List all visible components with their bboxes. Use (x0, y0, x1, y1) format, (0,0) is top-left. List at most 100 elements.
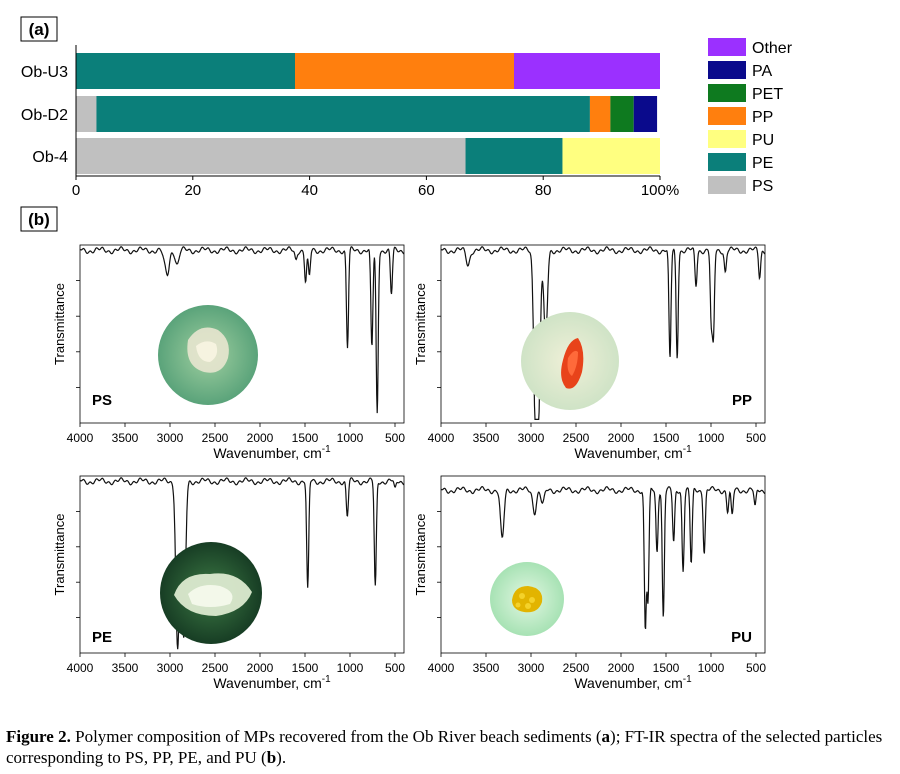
bar-ob-u3-pe (76, 53, 295, 89)
bar-ob-d2-pe (96, 96, 590, 132)
legend-swatch-pe (708, 153, 746, 171)
x-tick-label: 2000 (247, 431, 274, 445)
polymer-label-pe: PE (92, 629, 112, 646)
legend-label-pet: PET (752, 86, 783, 103)
legend-label-ps: PS (752, 178, 773, 195)
spectrum-line-ps (79, 246, 405, 414)
caption-label: Figure 2. (6, 727, 71, 746)
bar-ob-d2-ps (76, 96, 97, 132)
x-tick-label: 500 (385, 661, 405, 675)
x-tick-label: 3000 (518, 661, 545, 675)
x-tick-label: 2000 (608, 431, 635, 445)
x-tick-label: 3500 (112, 661, 139, 675)
x-axis-title: Wavenumber, cm-1 (213, 444, 331, 461)
legend-swatch-ps (708, 176, 746, 194)
legend-label-other: Other (752, 40, 793, 57)
figure-caption: Figure 2. Polymer composition of MPs rec… (6, 726, 894, 768)
plot-frame (79, 244, 405, 424)
x-tick-label: 80 (535, 182, 552, 199)
polymer-label-pu: PU (731, 629, 752, 646)
chart-legend: Other PA PET PP PU PE PS (708, 38, 793, 195)
x-tick-label: 40 (301, 182, 318, 199)
x-tick-label: 4000 (67, 431, 94, 445)
x-tick-label: 2500 (563, 431, 590, 445)
x-tick-label: 1500 (292, 431, 319, 445)
x-tick-label: 2000 (247, 661, 274, 675)
x-tick-label: 3000 (157, 431, 184, 445)
bar-ob-4-pu (562, 138, 660, 174)
x-tick-label: 4000 (67, 661, 94, 675)
category-label: Ob-U3 (21, 64, 68, 81)
legend-swatch-other (708, 38, 746, 56)
panel-a-label-box (20, 16, 58, 42)
plot-frame (440, 244, 766, 424)
spectrum-pe-panel: 4000 3500 3000 2500 2000 1500 1000 500 Wavenumbe… (52, 475, 405, 691)
panel-a-label: (a) (29, 20, 50, 39)
pu-particle-photo (490, 562, 564, 636)
x-tick-label: 60 (418, 182, 435, 199)
spectrum-ps-panel: 4000 3500 3000 2500 2000 1500 1000 500 Wavenumbe… (52, 244, 405, 461)
x-tick-label: 4000 (428, 661, 455, 675)
category-label: Ob-D2 (21, 107, 68, 124)
caption-text-2: ); FT-IR spectra of the selected particl… (6, 727, 883, 767)
bar-ob-4-pe (465, 138, 563, 174)
x-tick-label: 0 (72, 182, 80, 199)
legend-label-pe: PE (752, 155, 773, 172)
spectrum-line-pp (440, 246, 766, 420)
pe-particle-photo (160, 542, 262, 644)
x-tick-label: 3500 (473, 661, 500, 675)
x-tick-label: 2000 (608, 661, 635, 675)
bar-ob-u3-other (514, 53, 660, 89)
panel-b-label: (b) (28, 210, 50, 229)
x-tick-label: 500 (385, 431, 405, 445)
x-tick-label: 2500 (563, 661, 590, 675)
caption-text-3: ). (276, 748, 287, 767)
x-axis-title: Wavenumber, cm-1 (574, 444, 692, 461)
plot-frame (440, 475, 766, 654)
legend-label-pp: PP (752, 109, 773, 126)
x-tick-label: 1000 (337, 431, 364, 445)
spectrum-line-pu (440, 485, 766, 629)
x-tick-label: 20 (184, 182, 201, 199)
legend-swatch-pet (708, 84, 746, 102)
bar-ob-d2-pa (633, 96, 658, 132)
caption-ref-b: b (266, 748, 277, 767)
panel-b-label-box (20, 206, 58, 232)
x-tick-label: 1500 (653, 661, 680, 675)
ps-particle-photo (158, 305, 258, 405)
caption-ref-a: a (601, 727, 611, 746)
x-tick-label: 3500 (112, 431, 139, 445)
x-tick-label: 3000 (518, 431, 545, 445)
spectrum-pu-panel: 4000 3500 3000 2500 2000 1500 1000 500 Wavenumbe… (413, 475, 766, 691)
legend-swatch-pa (708, 61, 746, 79)
polymer-label-pp: PP (732, 392, 752, 409)
x-tick-label: 3000 (157, 661, 184, 675)
y-axis-title: Transmittance (52, 283, 67, 365)
stacked-bar-chart: Ob-U3 Ob-D2 Ob-40 20 40 60 80 100% (21, 45, 679, 199)
polymer-label-ps: PS (92, 392, 112, 409)
caption-text-1: Polymer composition of MPs recovered fro… (70, 727, 602, 746)
spectrum-pp-panel: 4000 3500 3000 2500 2000 1500 1000 500 Wavenumbe… (413, 244, 766, 461)
x-tick-label: 2500 (202, 431, 229, 445)
x-tick-label: 1500 (653, 431, 680, 445)
bar-ob-d2-pp (589, 96, 611, 132)
y-axis-title: Transmittance (52, 514, 67, 596)
x-tick-label: 3500 (473, 431, 500, 445)
bar-ob-4-ps (76, 138, 466, 174)
bar-ob-d2-pet (610, 96, 634, 132)
x-tick-label: 1000 (698, 431, 725, 445)
x-tick-label: 500 (746, 661, 766, 675)
legend-swatch-pp (708, 107, 746, 125)
x-tick-label: 500 (746, 431, 766, 445)
y-axis-title: Transmittance (413, 283, 428, 365)
x-axis-title: Wavenumber, cm-1 (213, 674, 331, 691)
legend-label-pa: PA (752, 63, 772, 80)
legend-label-pu: PU (752, 132, 774, 149)
x-tick-label: 2500 (202, 661, 229, 675)
x-tick-label: 1500 (292, 661, 319, 675)
spectrum-line-pe (79, 477, 405, 650)
x-tick-label: 1000 (698, 661, 725, 675)
pp-particle-photo (521, 312, 619, 410)
x-axis-title: Wavenumber, cm-1 (574, 674, 692, 691)
y-axis-title: Transmittance (413, 514, 428, 596)
